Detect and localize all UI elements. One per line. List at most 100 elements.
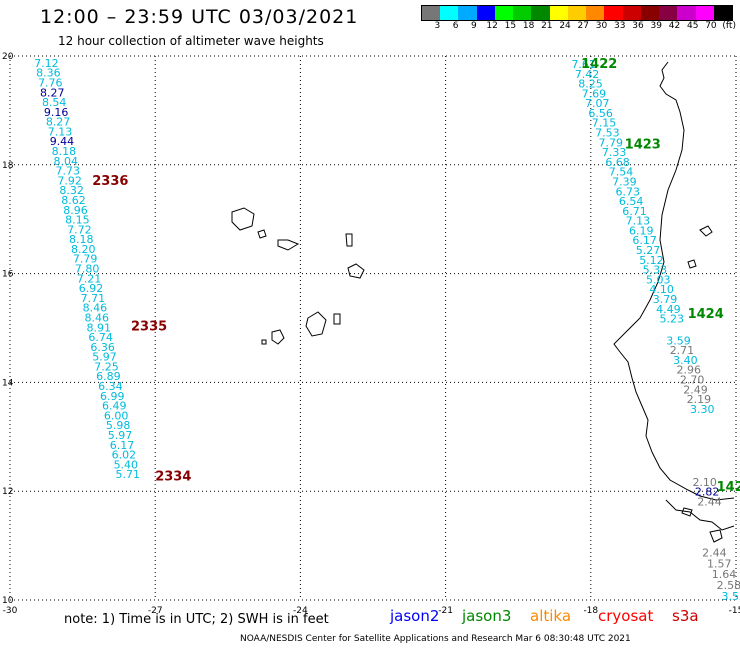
wave-height-label: 8.36 xyxy=(36,67,61,80)
wave-height-label: 8.46 xyxy=(83,302,108,315)
wave-height-label: 8.54 xyxy=(42,96,67,109)
legend-swatch xyxy=(677,6,696,20)
wave-height-label: 6.17 xyxy=(110,439,135,452)
legend-label: 3 xyxy=(434,21,441,31)
island-bissagos xyxy=(681,507,693,517)
wave-height-label: 6.56 xyxy=(588,107,613,120)
wave-height-label: 2.49 xyxy=(683,383,708,396)
map-subtitle: 12 hour collection of altimeter wave hei… xyxy=(58,34,324,48)
legend-label: 21 xyxy=(541,21,553,31)
x-tick-label: -27 xyxy=(148,606,163,616)
legend-swatch xyxy=(494,6,514,20)
legend-swatch xyxy=(640,6,660,20)
wave-height-label: 5.03 xyxy=(646,273,671,286)
satellite-name: s3a xyxy=(672,607,699,625)
wave-height-label: 7.54 xyxy=(609,166,634,179)
wave-height-label: 1.57 xyxy=(707,557,732,570)
wave-height-label: 8.20 xyxy=(71,243,96,256)
wave-height-label: 3.79 xyxy=(653,293,678,306)
legend-label: 24 xyxy=(559,21,571,31)
island-brava xyxy=(261,339,267,345)
wave-height-label: 7.73 xyxy=(55,165,80,178)
island-coast-3 xyxy=(709,529,723,543)
wave-height-label: 6.00 xyxy=(104,409,128,422)
wave-height-label: 6.36 xyxy=(90,341,115,354)
wave-height-label: 2.96 xyxy=(676,364,701,377)
legend-label: (ft) xyxy=(722,21,736,31)
legend-label: 30 xyxy=(595,21,608,31)
wave-height-label: 7.13 xyxy=(626,215,651,228)
wave-height-label: 5.97 xyxy=(92,351,117,364)
coastline xyxy=(231,61,735,543)
y-tick-label: 18 xyxy=(2,161,14,171)
legend-swatch xyxy=(549,6,568,20)
wave-height-label: 5.12 xyxy=(639,254,664,267)
y-tick-label: 12 xyxy=(2,487,13,497)
legend-label: 39 xyxy=(650,21,662,31)
satellite-name: altika xyxy=(530,607,572,625)
wave-height-label: 6.92 xyxy=(79,282,104,295)
wave-height-label: 7.79 xyxy=(599,136,624,149)
wave-height-label: 3.30 xyxy=(690,403,715,416)
wave-height-label: 2.44 xyxy=(702,546,727,559)
wave-height-label: 7.79 xyxy=(73,253,98,266)
wave-height-label: 6.19 xyxy=(629,224,654,237)
footer-note: note: 1) Time is in UTC; 2) SWH is in fe… xyxy=(64,612,329,627)
legend-swatch xyxy=(458,6,477,20)
wave-height-label: 2.82 xyxy=(695,486,720,499)
wave-height-label: 2.58 xyxy=(717,579,740,592)
wave-height-label: 5.98 xyxy=(106,419,131,432)
wave-height-label: 8.96 xyxy=(63,204,88,217)
wave-height-label: 6.99 xyxy=(100,390,125,403)
wave-height-label: 7.69 xyxy=(582,87,607,100)
color-legend-labels: 3 6 9 12 15 18 21 24 27 30 33 36 39 42 45 70 (ft) xyxy=(421,21,736,33)
wave-height-label: 3.59 xyxy=(666,334,691,347)
wave-height-label: 2.70 xyxy=(680,373,705,386)
island-sal xyxy=(345,233,353,247)
wave-height-label: 6.73 xyxy=(615,185,640,198)
wave-height-label: 2.19 xyxy=(687,393,712,406)
x-tick-label: -18 xyxy=(583,606,598,616)
wave-height-label: 6.02 xyxy=(112,449,137,462)
legend-label: 36 xyxy=(632,21,644,31)
legend-swatch xyxy=(513,6,532,20)
satellite-name: jason2 xyxy=(390,607,440,625)
wave-height-label: 7.21 xyxy=(77,272,102,285)
wave-height-label: 9.16 xyxy=(44,106,69,119)
wave-height-label: 6.49 xyxy=(102,400,127,413)
legend-swatch xyxy=(422,6,441,20)
wave-height-label: 7.53 xyxy=(595,127,620,140)
legend-swatch xyxy=(659,6,678,20)
wave-height-label: 8.18 xyxy=(52,145,77,158)
island-santo-antao xyxy=(231,207,255,231)
wave-height-label: 8.46 xyxy=(85,311,110,324)
axis-labels: -30 -27 -24 -21 -18 -15 20 18 16 14 12 10 xyxy=(2,52,740,616)
wave-height-label: 1.64 xyxy=(712,568,737,581)
pass-number: 1424 xyxy=(688,307,724,322)
wave-height-label: 7.07 xyxy=(585,97,610,110)
pass-number: 1422 xyxy=(581,57,617,72)
wave-height-label: 7.25 xyxy=(94,360,119,373)
legend-label: 42 xyxy=(668,21,681,31)
legend-label: 27 xyxy=(577,21,590,31)
wave-height-label: 8.27 xyxy=(46,116,70,129)
satellite-name: cryosat xyxy=(598,607,654,625)
island-maio xyxy=(333,313,341,325)
wave-height-label: 6.17 xyxy=(632,234,657,247)
legend-label: 6 xyxy=(452,21,459,31)
wave-height-label: 5.40 xyxy=(114,458,138,471)
wave-height-label: 7.33 xyxy=(602,146,627,159)
wave-height-label: 2.44 xyxy=(697,495,722,508)
island-coast-2 xyxy=(687,259,697,269)
legend-label: 18 xyxy=(522,21,535,31)
island-santiago xyxy=(305,311,327,337)
wave-height-label: 9.44 xyxy=(50,135,75,148)
legend-swatch xyxy=(695,6,714,20)
legend-label: 9 xyxy=(471,21,477,31)
island-fogo xyxy=(271,329,285,345)
x-tick-label: -24 xyxy=(293,606,308,616)
wave-height-label: 6.89 xyxy=(96,370,121,383)
wave-height-label: 7.76 xyxy=(38,76,63,89)
wave-height-label: 8.32 xyxy=(59,184,83,197)
wave-height-label: 7.39 xyxy=(612,175,637,188)
